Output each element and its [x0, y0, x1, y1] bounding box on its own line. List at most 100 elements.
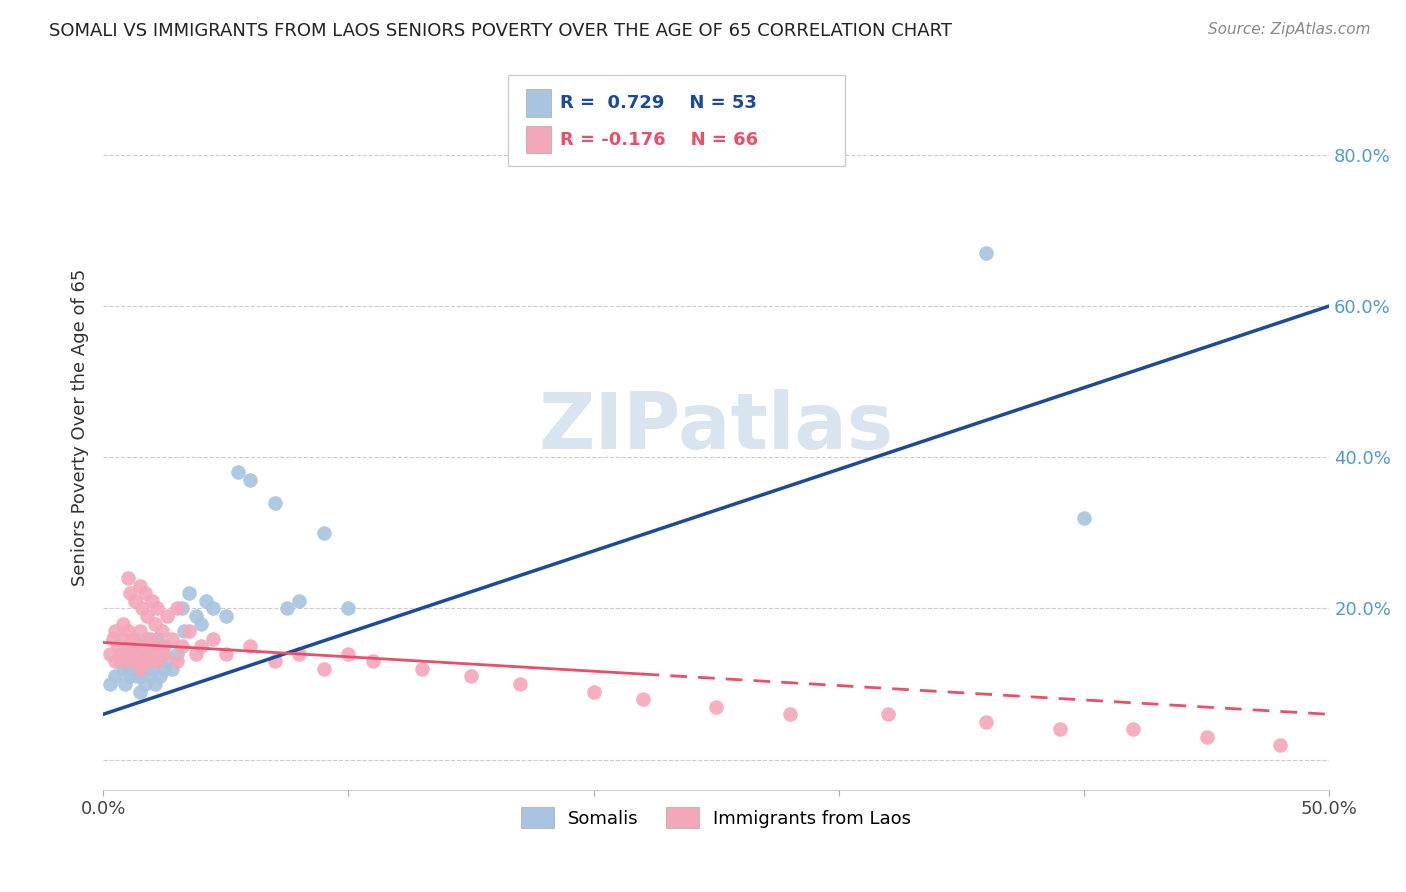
Point [148, 640, 170, 654]
Point [361, 654, 384, 668]
Point [276, 601, 298, 615]
Point [121, 632, 143, 646]
Point [114, 677, 136, 691]
Point [143, 647, 166, 661]
Point [110, 654, 132, 668]
Point [110, 647, 132, 661]
Point [148, 647, 170, 661]
Point [153, 640, 176, 654]
Point [127, 640, 149, 654]
Point [129, 684, 152, 698]
Point [153, 647, 176, 661]
Point [131, 647, 153, 661]
Point [131, 662, 153, 676]
Bar [526, 89, 551, 117]
Point [312, 662, 335, 676]
Point [111, 662, 134, 676]
Point [136, 609, 159, 624]
Point [974, 246, 997, 260]
Point [1270, 738, 1292, 752]
Point [100, 677, 122, 691]
Point [100, 647, 122, 661]
FancyBboxPatch shape [508, 75, 845, 166]
Point [104, 624, 127, 639]
Point [312, 525, 335, 540]
Point [170, 601, 193, 615]
Point [104, 669, 127, 683]
Point [186, 647, 208, 661]
Point [166, 654, 188, 668]
Point [121, 654, 143, 668]
Point [131, 601, 153, 615]
Point [263, 495, 285, 509]
Point [1195, 730, 1218, 744]
Point [215, 647, 238, 661]
Point [170, 640, 193, 654]
Point [141, 594, 163, 608]
Point [138, 632, 160, 646]
Point [1049, 723, 1071, 737]
Point [146, 601, 169, 615]
Point [117, 640, 139, 654]
Point [166, 647, 188, 661]
Point [141, 662, 163, 676]
Point [117, 624, 139, 639]
Point [704, 699, 727, 714]
Point [134, 654, 156, 668]
Point [239, 640, 262, 654]
Y-axis label: Seniors Poverty Over the Age of 65: Seniors Poverty Over the Age of 65 [72, 268, 89, 586]
Point [226, 466, 249, 480]
Point [111, 616, 134, 631]
Point [129, 662, 152, 676]
Point [111, 647, 134, 661]
Point [337, 601, 360, 615]
Point [215, 609, 238, 624]
Point [160, 632, 183, 646]
Point [134, 677, 156, 691]
Point [186, 609, 208, 624]
Point [120, 647, 142, 661]
Point [141, 647, 163, 661]
Point [129, 579, 152, 593]
Point [121, 632, 143, 646]
Point [160, 662, 183, 676]
Point [1073, 510, 1095, 524]
Point [288, 647, 311, 661]
Point [146, 654, 169, 668]
Point [195, 594, 218, 608]
Point [127, 669, 149, 683]
Point [779, 707, 801, 722]
Point [190, 640, 212, 654]
Point [141, 654, 163, 668]
Point [202, 601, 225, 615]
Point [156, 609, 179, 624]
Point [876, 707, 898, 722]
Point [177, 586, 200, 600]
Point [153, 662, 176, 676]
Bar [526, 126, 551, 153]
Point [156, 654, 179, 668]
Point [101, 632, 124, 646]
Legend: Somalis, Immigrants from Laos: Somalis, Immigrants from Laos [515, 800, 918, 835]
Point [177, 624, 200, 639]
Point [129, 669, 152, 683]
Point [138, 669, 160, 683]
Point [460, 669, 482, 683]
Point [1122, 723, 1144, 737]
Point [190, 616, 212, 631]
Point [129, 624, 152, 639]
Point [974, 714, 997, 729]
Point [143, 616, 166, 631]
Point [288, 594, 311, 608]
Point [166, 601, 188, 615]
Point [136, 640, 159, 654]
Point [263, 654, 285, 668]
Point [146, 632, 169, 646]
Text: SOMALI VS IMMIGRANTS FROM LAOS SENIORS POVERTY OVER THE AGE OF 65 CORRELATION CH: SOMALI VS IMMIGRANTS FROM LAOS SENIORS P… [49, 22, 952, 40]
Point [127, 654, 149, 668]
Point [202, 632, 225, 646]
Point [411, 662, 433, 676]
Point [114, 654, 136, 668]
Point [146, 654, 169, 668]
Point [111, 632, 134, 646]
